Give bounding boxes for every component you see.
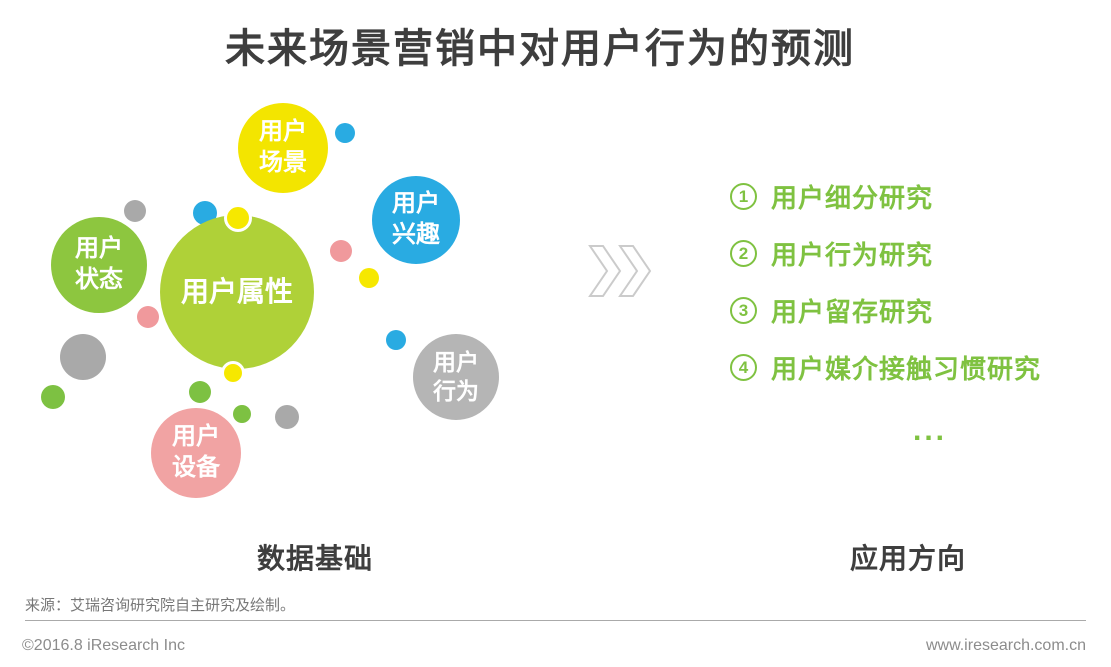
caption-application-direction: 应用方向 (849, 543, 966, 574)
bubble-user-interest: 用户 兴趣 (372, 176, 460, 264)
accent-dot-ringed (224, 204, 252, 232)
accent-dot (330, 240, 352, 262)
application-list: 1 用户细分研究 2 用户行为研究 3 用户留存研究 4 用户媒介接触习惯研究... (730, 168, 1102, 466)
item-number: 2 (730, 240, 757, 267)
bubble-label: 用户 (172, 423, 220, 451)
forward-chevrons-icon (588, 245, 652, 297)
bubble-label: 行为 (433, 378, 479, 404)
bubble-label: 状态 (75, 266, 123, 293)
accent-dot (335, 123, 355, 143)
application-item: 4 用户媒介接触习惯研究 (730, 339, 1102, 396)
bubble-user-behavior: 用户 行为 (413, 334, 499, 420)
source-note: 来源：艾瑞咨询研究院自主研究及绘制。 (25, 597, 296, 614)
bubble-label: 设备 (172, 454, 220, 481)
bubble-user-device: 用户 设备 (151, 408, 241, 498)
bubble-label: 用户 (433, 348, 479, 375)
bubble-label: 场景 (259, 149, 307, 176)
item-label: 用户留存研究 (771, 297, 934, 327)
application-item: 2 用户行为研究 (730, 225, 1102, 282)
accent-dot (189, 381, 211, 403)
bubble-label: 用户 (259, 118, 307, 146)
accent-dot (41, 385, 65, 409)
copyright-text: ©2016.8 iResearch Inc (22, 637, 185, 654)
accent-dot (386, 330, 406, 350)
website-url: www.iresearch.com.cn (925, 637, 1086, 654)
item-label: 用户媒介接触习惯研究 (771, 354, 1042, 384)
application-item: 3 用户留存研究 (730, 282, 1102, 339)
item-label: 用户细分研究 (771, 183, 934, 213)
caption-data-foundation: 数据基础 (256, 543, 373, 574)
accent-dot (137, 306, 159, 328)
accent-dot (233, 405, 251, 423)
bubble-user-scenario: 用户 场景 (238, 103, 328, 193)
divider-line (25, 620, 1086, 621)
bubble-user-attributes: 用户属性 (160, 215, 314, 369)
accent-dot (124, 200, 146, 222)
accent-dot (275, 405, 299, 429)
bubble-label: 用户 (75, 235, 123, 263)
application-item: 1 用户细分研究 (730, 168, 1102, 225)
page-title: 未来场景营销中对用户行为的预测 (225, 27, 855, 71)
item-number: 3 (730, 297, 757, 324)
accent-dot (60, 334, 106, 380)
item-number: 4 (730, 354, 757, 381)
more-items-ellipsis: ... (912, 414, 947, 447)
item-number: 1 (730, 183, 757, 210)
item-label: 用户行为研究 (771, 240, 934, 270)
accent-dot (359, 268, 379, 288)
bubble-label: 用户属性 (180, 276, 293, 308)
bubble-label: 用户 (392, 190, 440, 218)
bubble-user-status: 用户 状态 (51, 217, 147, 313)
accent-dot-ringed (221, 361, 245, 385)
bubble-label: 兴趣 (392, 221, 440, 248)
